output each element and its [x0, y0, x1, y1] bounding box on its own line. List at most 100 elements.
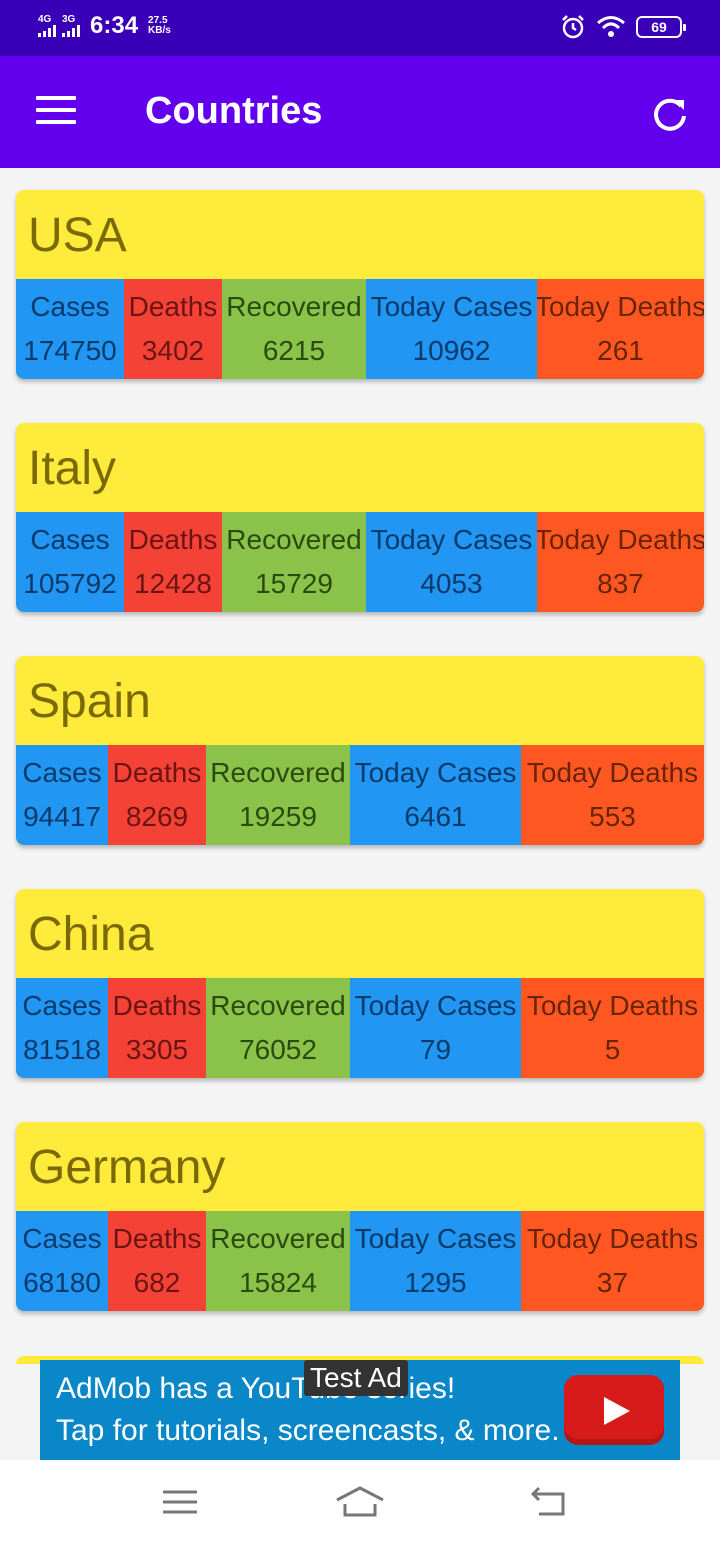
- signal-bars-icon: [62, 25, 80, 37]
- stat-label: Today Deaths: [526, 757, 699, 788]
- stats-row: Cases 174750 Deaths 3402 Recovered 6215 …: [16, 279, 704, 379]
- stats-row: Cases 94417 Deaths 8269 Recovered 19259 …: [16, 745, 704, 845]
- country-name: Spain: [28, 675, 151, 728]
- ad-subline: Tap for tutorials, screencasts, & more.: [56, 1414, 560, 1447]
- stat-recovered: Recovered 76052: [206, 978, 350, 1078]
- stat-value: 261: [597, 335, 644, 366]
- stats-row: Cases 68180 Deaths 682 Recovered 15824 T…: [16, 1211, 704, 1311]
- country-card[interactable]: Spain Cases 94417 Deaths 8269 Recovered …: [16, 656, 704, 845]
- country-card[interactable]: China Cases 81518 Deaths 3305 Recovered …: [16, 889, 704, 1078]
- country-name: Italy: [28, 442, 117, 495]
- stat-value: 76052: [239, 1034, 317, 1065]
- network-type-2: 3G: [62, 14, 76, 25]
- stat-today-deaths: Today Deaths 261: [537, 279, 704, 379]
- stat-value: 10962: [412, 335, 491, 366]
- signal-bars-icon: [38, 25, 56, 37]
- refresh-button[interactable]: [650, 94, 690, 134]
- stat-label: Recovered: [210, 1223, 346, 1254]
- stat-value: 6215: [262, 335, 326, 366]
- stat-label: Cases: [30, 524, 110, 555]
- stat-recovered: Recovered 19259: [206, 745, 350, 845]
- stat-label: Today Deaths: [526, 1223, 699, 1254]
- stat-value: 12428: [134, 568, 212, 599]
- stat-label: Today Deaths: [526, 990, 699, 1021]
- stat-value: 81518: [23, 1034, 101, 1065]
- country-card[interactable]: Italy Cases 105792 Deaths 12428 Recovere…: [16, 423, 704, 612]
- stat-today-cases: Today Cases 4053: [366, 512, 537, 612]
- stat-label: Today Deaths: [537, 291, 704, 322]
- stat-label: Recovered: [226, 291, 362, 322]
- stat-today-cases: Today Cases 79: [350, 978, 521, 1078]
- stat-label: Recovered: [226, 524, 362, 555]
- stat-value: 4053: [420, 568, 483, 599]
- country-name: China: [28, 908, 154, 961]
- nav-home-button[interactable]: [335, 1484, 385, 1520]
- country-list[interactable]: USA Cases 174750 Deaths 3402 Recovered 6…: [16, 190, 704, 1355]
- speed-value: 27.5: [148, 15, 168, 26]
- stat-value: 5: [604, 1034, 621, 1065]
- network-type-1: 4G: [38, 14, 52, 25]
- stat-value: 1295: [404, 1267, 467, 1298]
- stat-today-deaths: Today Deaths 37: [521, 1211, 704, 1311]
- stat-today-deaths: Today Deaths 5: [521, 978, 704, 1078]
- status-right: 69: [560, 14, 686, 40]
- country-card[interactable]: USA Cases 174750 Deaths 3402 Recovered 6…: [16, 190, 704, 379]
- page-title: Countries: [145, 90, 323, 132]
- signal-3g: 3G: [62, 15, 80, 37]
- stat-label: Recovered: [210, 990, 346, 1021]
- stat-today-cases: Today Cases 1295: [350, 1211, 521, 1311]
- menu-button[interactable]: [36, 96, 76, 126]
- wifi-icon: [597, 16, 625, 37]
- nav-recents-button[interactable]: [155, 1484, 205, 1520]
- test-ad-badge: Test Ad: [304, 1360, 408, 1396]
- stat-recovered: Recovered 6215: [222, 279, 366, 379]
- stats-row: Cases 81518 Deaths 3305 Recovered 76052 …: [16, 978, 704, 1078]
- status-left: 4G 3G 6:34 27.5 KB/s: [38, 12, 171, 40]
- stat-today-cases: Today Cases 6461: [350, 745, 521, 845]
- stat-value: 837: [597, 568, 644, 599]
- stat-cases: Cases 81518: [16, 978, 108, 1078]
- stat-cases: Cases 94417: [16, 745, 108, 845]
- menu-icon: [163, 1490, 197, 1514]
- stat-deaths: Deaths 682: [108, 1211, 206, 1311]
- stat-value: 6461: [404, 801, 467, 832]
- stat-value: 105792: [23, 568, 117, 599]
- stat-label: Cases: [30, 291, 110, 322]
- country-card[interactable]: Germany Cases 68180 Deaths 682 Recovered…: [16, 1122, 704, 1311]
- stat-value: 79: [419, 1034, 452, 1065]
- network-speed: 27.5 KB/s: [148, 16, 171, 36]
- stat-value: 15729: [255, 568, 333, 599]
- alarm-icon: [562, 15, 584, 39]
- stat-label: Cases: [22, 757, 102, 788]
- stat-deaths: Deaths 3402: [124, 279, 222, 379]
- app-bar: Countries: [0, 56, 720, 168]
- clock: 6:34: [90, 12, 139, 39]
- ad-banner[interactable]: AdMob has a YouTube series! Tap for tuto…: [40, 1360, 680, 1460]
- back-icon: [530, 1486, 565, 1516]
- stat-value: 68180: [23, 1267, 101, 1298]
- stat-label: Today Cases: [370, 291, 533, 322]
- hamburger-icon: [36, 96, 76, 100]
- stat-value: 19259: [239, 801, 317, 832]
- speed-unit: KB/s: [148, 25, 171, 36]
- stat-value: 8269: [125, 801, 189, 832]
- stat-cases: Cases 174750: [16, 279, 124, 379]
- stat-label: Deaths: [112, 1223, 202, 1254]
- stat-label: Today Cases: [354, 990, 517, 1021]
- stat-label: Today Cases: [354, 1223, 517, 1254]
- stat-label: Deaths: [128, 291, 218, 322]
- nav-back-button[interactable]: [525, 1484, 575, 1520]
- status-bar: 4G 3G 6:34 27.5 KB/s 69: [0, 0, 720, 56]
- stat-cases: Cases 68180: [16, 1211, 108, 1311]
- refresh-icon: [654, 98, 686, 131]
- stat-today-deaths: Today Deaths 553: [521, 745, 704, 845]
- stat-recovered: Recovered 15729: [222, 512, 366, 612]
- stat-label: Deaths: [112, 990, 202, 1021]
- stat-label: Cases: [22, 990, 102, 1021]
- stat-value: 174750: [23, 335, 117, 366]
- youtube-play-button[interactable]: [564, 1375, 664, 1445]
- stat-label: Cases: [22, 1223, 102, 1254]
- stat-value: 15824: [239, 1267, 317, 1298]
- country-name: USA: [28, 209, 127, 262]
- stat-value: 553: [589, 801, 636, 832]
